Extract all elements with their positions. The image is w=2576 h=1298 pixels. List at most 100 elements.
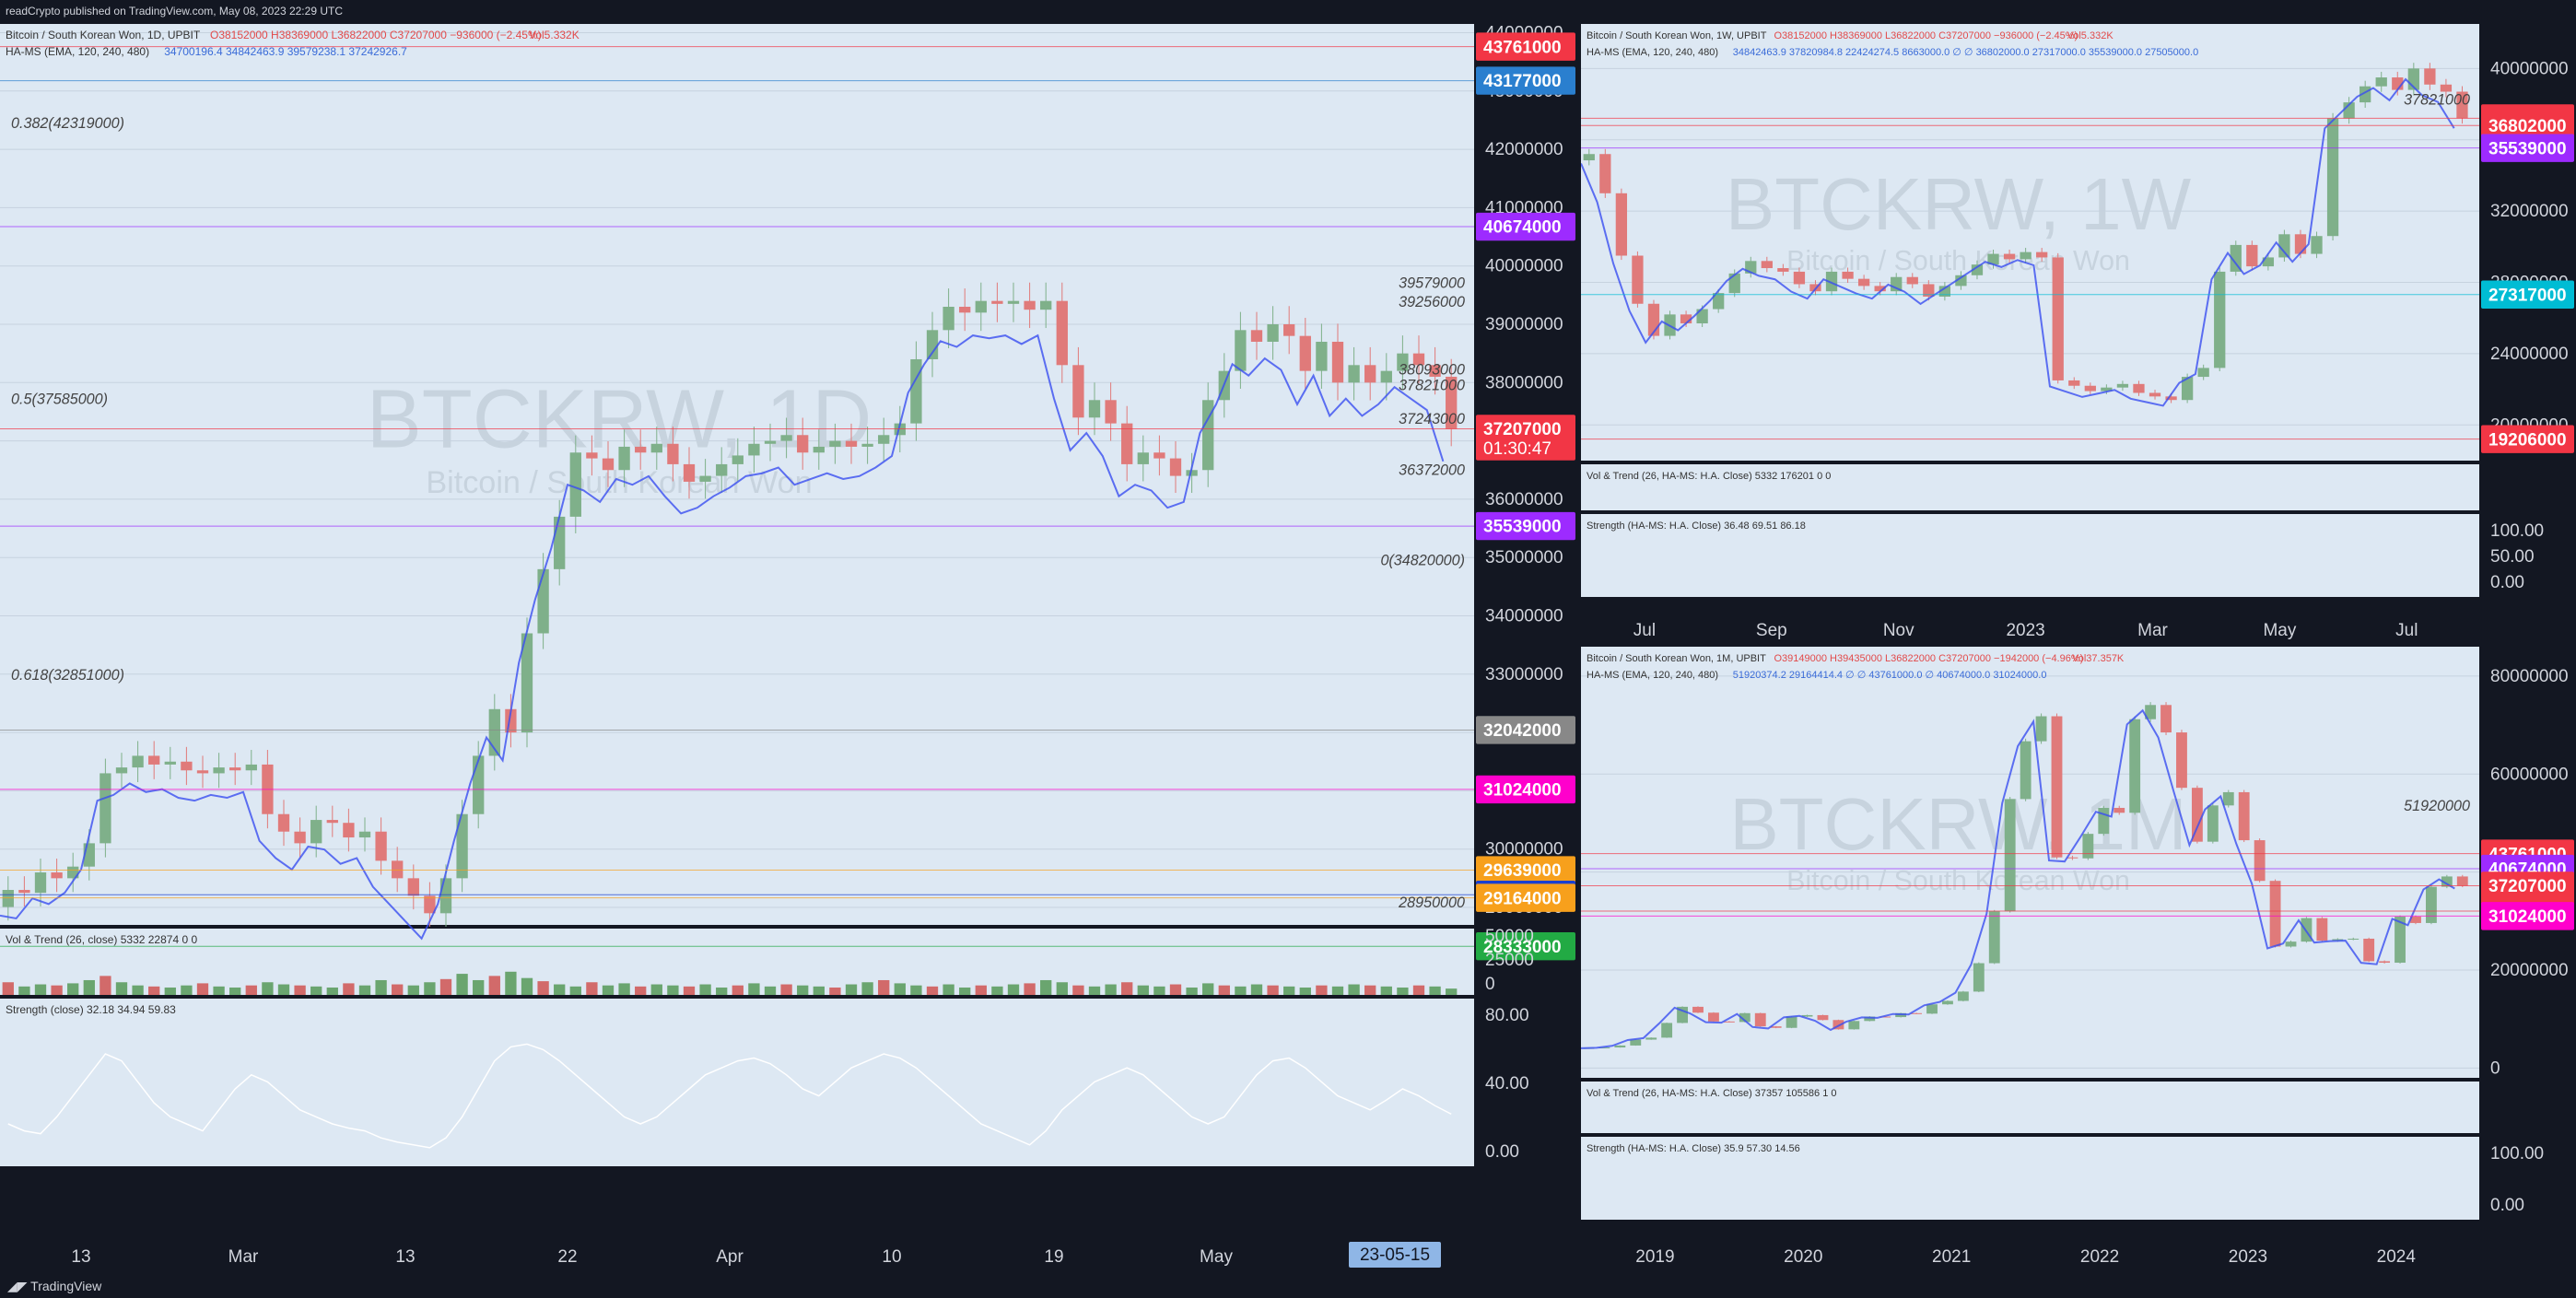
x-tick-label: 2020 xyxy=(1784,1247,1822,1267)
candle-body xyxy=(1599,154,1611,193)
candle-body xyxy=(245,764,257,771)
volume-bar xyxy=(537,981,549,995)
volume-bar xyxy=(991,986,1003,995)
candle-body xyxy=(2214,271,2226,368)
volume-bar xyxy=(780,984,792,995)
brand-label: TradingView xyxy=(30,1279,102,1293)
candle-body xyxy=(1677,1006,1688,1023)
candle-body xyxy=(683,463,696,482)
candle-body xyxy=(1661,1023,1673,1038)
volume-bar xyxy=(1235,986,1247,995)
candle-body xyxy=(1614,1045,1626,1048)
x-tick-label: Apr xyxy=(716,1247,744,1267)
candle-body xyxy=(2165,396,2177,401)
volume-bar xyxy=(326,987,338,995)
candle-body xyxy=(764,440,777,444)
volume-bar xyxy=(959,987,971,995)
candle-body xyxy=(2068,380,2080,386)
candle-body xyxy=(2425,886,2437,923)
candle-body xyxy=(1283,324,1295,336)
candle-body xyxy=(343,823,355,838)
main-pane xyxy=(1581,24,2479,461)
price-tag xyxy=(2481,134,2574,162)
candle-body xyxy=(2348,938,2359,940)
candle-body xyxy=(569,452,581,517)
candle-body xyxy=(602,458,615,471)
ohlc-readout: O39149000 H39435000 L36822000 C37207000 … xyxy=(1774,653,2084,664)
volume-bar xyxy=(683,986,696,995)
candle-body xyxy=(1331,341,1344,383)
candle-body xyxy=(294,831,306,844)
y-tick-label: 30000000 xyxy=(1485,840,1563,859)
strength-pane xyxy=(1581,514,2479,597)
candle-body xyxy=(1777,268,1789,272)
ohlc-readout: O38152000 H38369000 L36822000 C37207000 … xyxy=(210,29,542,41)
volume-bar xyxy=(505,971,517,995)
volume-bar xyxy=(650,984,662,995)
candle-body xyxy=(2254,840,2266,882)
price-tag xyxy=(1476,856,1575,884)
ha-ms-values: 34700196.4 34842463.9 39579238.1 3724292… xyxy=(164,45,407,58)
candle-body xyxy=(1316,341,1328,371)
main-pane xyxy=(0,24,1474,925)
price-tag-label: 29639000 xyxy=(1483,861,1562,881)
candle-body xyxy=(813,446,825,453)
x-tick-label: Jul xyxy=(1633,621,1656,640)
price-tag-label: 29164000 xyxy=(1483,889,1562,908)
candle-body xyxy=(878,435,890,444)
volume-bar xyxy=(1348,984,1360,995)
price-tag xyxy=(2481,425,2574,453)
candle-body xyxy=(2067,857,2078,859)
volume-bar xyxy=(975,985,987,995)
chart-title: Bitcoin / South Korean Won, 1W, UPBIT xyxy=(1587,30,1767,41)
volume-bar xyxy=(115,982,128,995)
candle-body xyxy=(732,455,744,464)
volume-bar xyxy=(910,985,922,995)
level-label: 0.382(42319000) xyxy=(11,115,124,132)
volume-bar xyxy=(375,979,387,995)
volume-bar xyxy=(1397,987,1409,995)
volume-bar xyxy=(1412,985,1425,995)
x-tick-label: Mar xyxy=(228,1247,259,1267)
y-tick-label: 34000000 xyxy=(1485,607,1563,626)
volume-bar xyxy=(894,983,906,995)
candle-body xyxy=(1926,1004,1938,1014)
candle-body xyxy=(1739,1012,1751,1023)
candle-body xyxy=(1825,271,1838,292)
candle-body xyxy=(456,813,468,879)
volume-legend: Vol & Trend (26, close) 5332 22874 0 0 xyxy=(6,933,197,946)
price-tag xyxy=(1476,66,1575,95)
candle-body xyxy=(473,755,485,814)
volume-bar xyxy=(926,986,939,995)
candle-body xyxy=(1598,1047,1610,1049)
y-tick-label: 24000000 xyxy=(2490,345,2569,364)
candle-body xyxy=(1348,365,1360,383)
candle-body xyxy=(2316,918,2328,941)
candle-body xyxy=(1446,376,1458,429)
candle-body xyxy=(1832,1020,1844,1030)
candle-body xyxy=(1906,276,1918,285)
candle-body xyxy=(439,878,452,914)
volume-bar xyxy=(635,986,647,995)
candle-body xyxy=(2,890,14,907)
candle-body xyxy=(829,440,841,447)
main-pane xyxy=(1581,647,2479,1078)
volume-bar xyxy=(1105,984,1117,995)
candle-body xyxy=(1793,271,1806,285)
volume-bar xyxy=(488,976,500,995)
x-tick-label: 19 xyxy=(1044,1247,1063,1267)
candle-body xyxy=(1169,458,1182,476)
volume-bar xyxy=(1299,987,1311,995)
candle-body xyxy=(1957,991,1969,1001)
volume-readout: Vol37.357K xyxy=(2072,653,2125,664)
volume-bar xyxy=(1267,985,1279,995)
price-tag xyxy=(1476,32,1575,61)
x-tick-label: 13 xyxy=(395,1247,415,1267)
candle-body xyxy=(1680,314,1692,324)
volume-bar xyxy=(1121,982,1133,995)
candle-body xyxy=(1412,353,1425,366)
x-tick-label: 13 xyxy=(71,1247,90,1267)
